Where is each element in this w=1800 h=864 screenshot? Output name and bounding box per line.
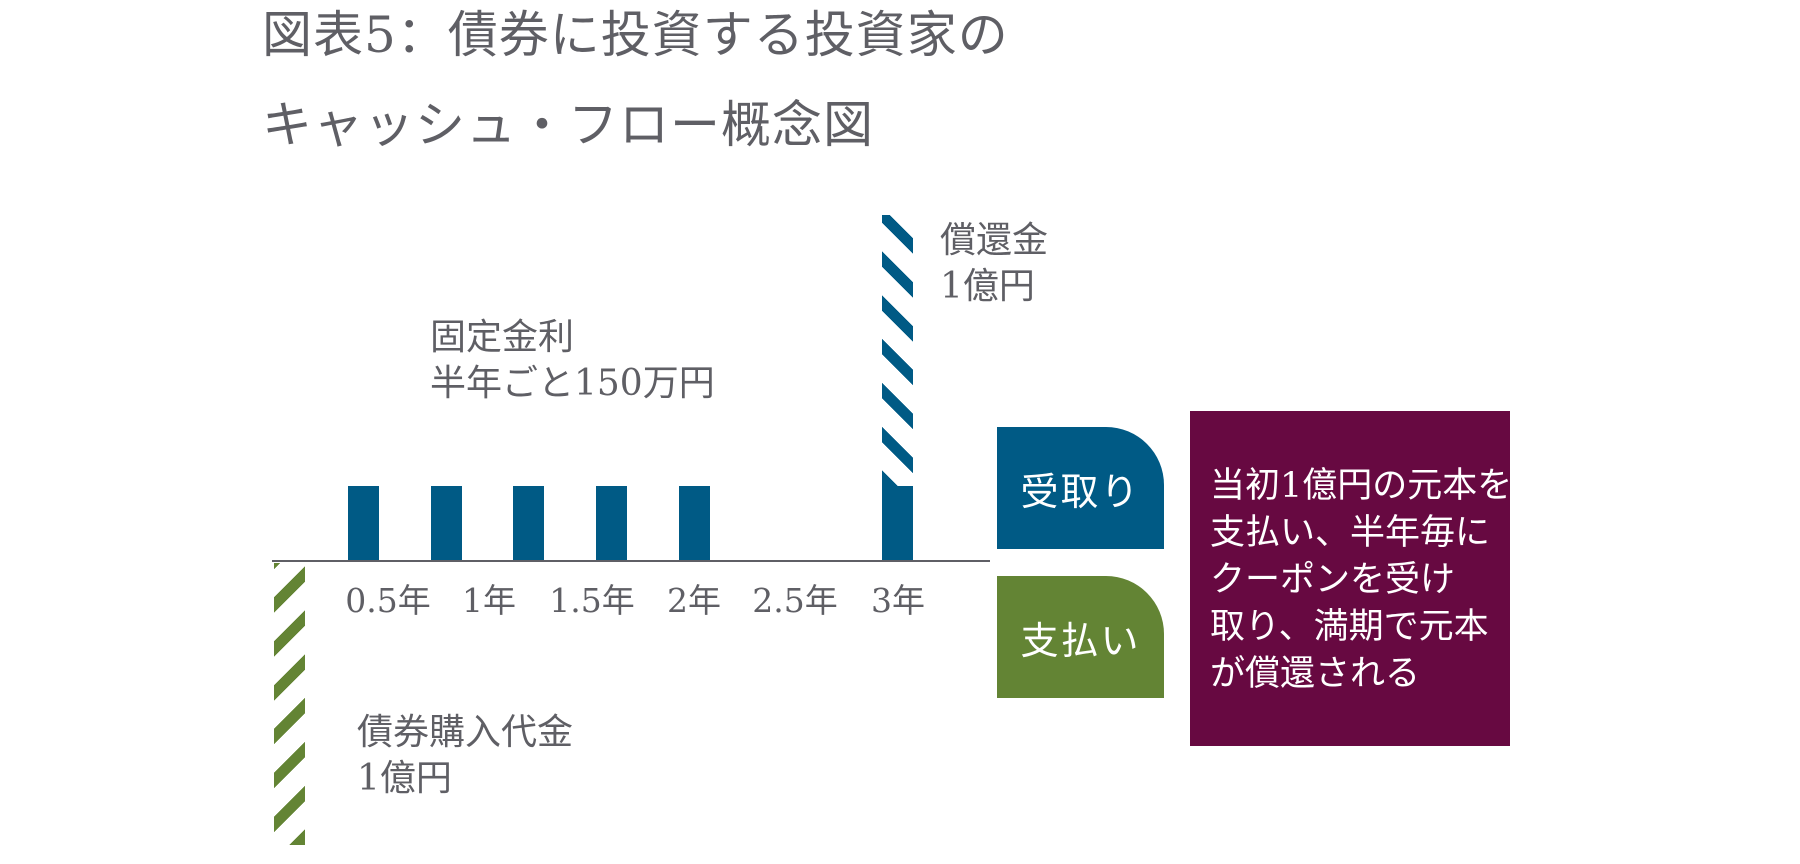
redemption-bar [882,215,913,486]
redemption-label: 償還金 1億円 [940,218,1048,310]
purchase-bar [274,563,305,845]
title-line-1: 図表5：債券に投資する投資家の [262,6,1009,64]
explanation-line-3: クーポンを受け [1210,560,1456,600]
tick-0.5y: 0.5年 [345,581,431,620]
purchase-label-line-2: 1億円 [357,758,452,799]
tick-3y: 3年 [871,581,925,620]
explanation-line-2: 支払い、半年毎に [1210,513,1491,553]
legend-pay: 支払い [997,576,1164,698]
tick-2.5y: 2.5年 [752,581,838,620]
coupon-bar-3y [882,486,913,561]
coupon-bar-2.5y [679,486,710,561]
explanation-line-5: が償還される [1210,654,1421,694]
coupon-label-line-2: 半年ごと150万円 [430,363,715,404]
explanation-line-1: 当初1億円の元本を [1210,466,1513,506]
legend-receive: 受取り [997,427,1164,549]
explanation-box: 当初1億円の元本を 支払い、半年毎に クーポンを受け 取り、満期で元本 が償還さ… [1190,411,1513,746]
coupon-label-line-1: 固定金利 [430,317,575,358]
coupon-bar-0.5y [348,486,379,561]
coupon-bar-1.5y [513,486,544,561]
tick-1y: 1年 [462,581,516,620]
tick-1.5y: 1.5年 [549,581,635,620]
coupon-bar-2y [596,486,627,561]
coupon-bar-1y [431,486,462,561]
purchase-label: 債券購入代金 1億円 [357,710,573,802]
tick-2y: 2年 [667,581,721,620]
time-axis [272,560,990,562]
explanation-line-4: 取り、満期で元本 [1210,607,1489,647]
redemption-label-line-1: 償還金 [940,220,1049,261]
coupon-label: 固定金利 半年ごと150万円 [430,315,715,407]
title-line-2: キャッシュ・フロー概念図 [262,96,874,154]
redemption-label-line-2: 1億円 [940,266,1035,307]
purchase-label-line-1: 債券購入代金 [357,712,574,753]
